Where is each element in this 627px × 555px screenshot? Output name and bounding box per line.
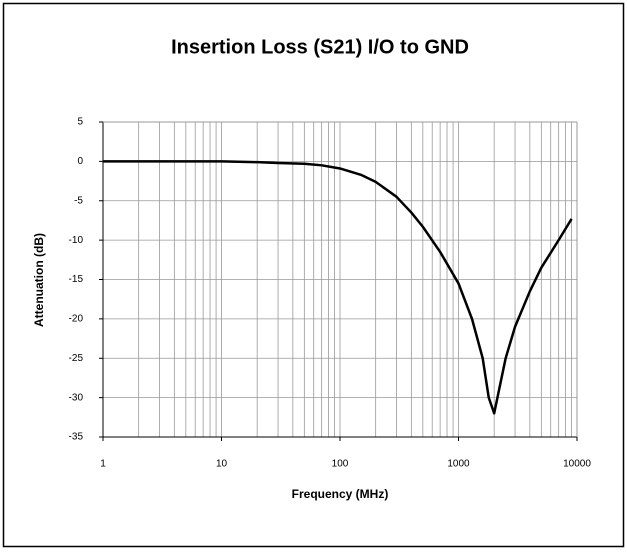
x-axis-label: Frequency (MHz) xyxy=(292,487,389,501)
y-tick-label: -20 xyxy=(69,314,84,325)
y-tick-label: -35 xyxy=(69,432,84,443)
y-tick-label: -5 xyxy=(74,195,83,206)
x-tick-label: 1 xyxy=(100,459,106,470)
y-tick-label: -15 xyxy=(69,274,84,285)
y-tick-label: 5 xyxy=(77,117,83,128)
y-tick-label: -30 xyxy=(69,392,84,403)
y-tick-label: -25 xyxy=(69,353,84,364)
y-tick-label: 0 xyxy=(77,156,83,167)
y-tick-label: -10 xyxy=(69,235,84,246)
data-line xyxy=(103,160,573,415)
x-tick-label: 1000 xyxy=(447,459,470,470)
y-axis-label: Attenuation (dB) xyxy=(32,233,46,327)
x-tick-label: 100 xyxy=(332,459,349,470)
x-tick-label: 10 xyxy=(216,459,228,470)
x-tick-label: 10000 xyxy=(563,459,591,470)
chart-title: Insertion Loss (S21) I/O to GND xyxy=(171,36,469,58)
